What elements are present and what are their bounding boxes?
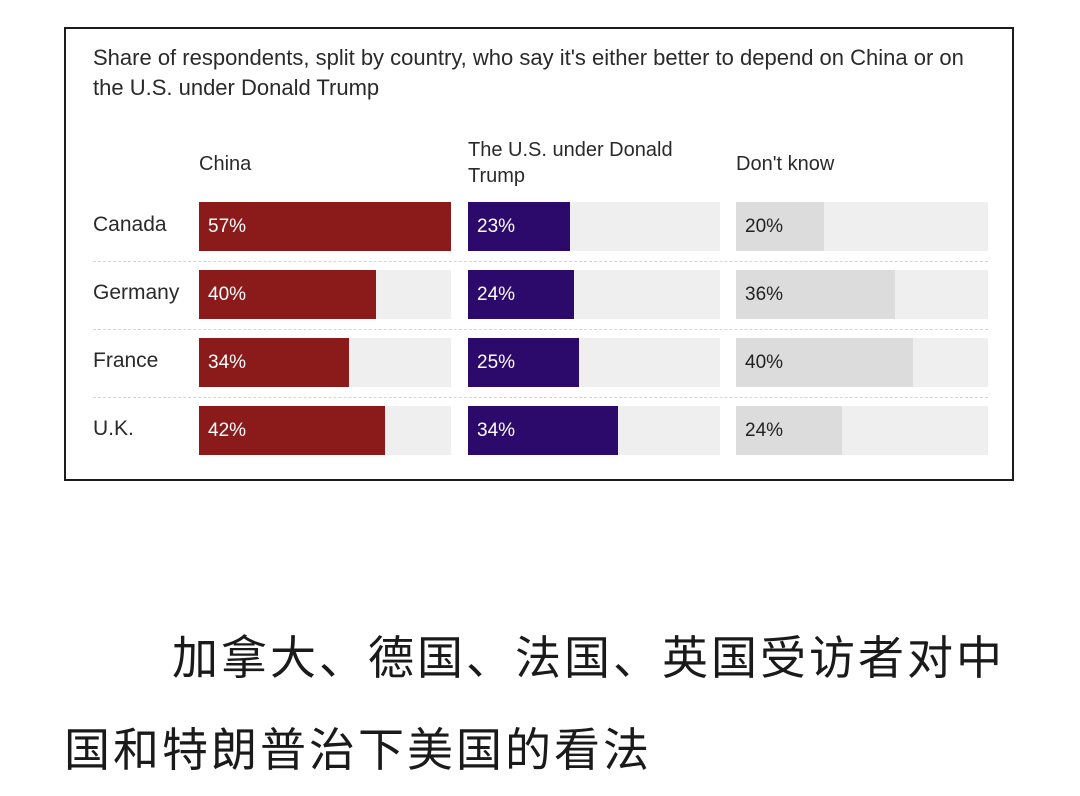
bar-track: 25% xyxy=(468,338,720,387)
bar-track: 40% xyxy=(199,270,451,319)
row-divider xyxy=(93,397,988,398)
bar-value-label: 25% xyxy=(477,352,516,373)
bar xyxy=(468,338,579,387)
bar-track: 34% xyxy=(199,338,451,387)
row-label: France xyxy=(93,349,159,372)
bar xyxy=(468,202,570,251)
bar-track: 40% xyxy=(736,338,988,387)
column-header: Don't know xyxy=(736,153,835,175)
bar xyxy=(736,406,842,455)
chart-title: Share of respondents, split by country, … xyxy=(93,45,964,100)
column-header: The U.S. under Donald Trump xyxy=(468,139,673,187)
bar-track: 57% xyxy=(199,202,451,251)
column-header: China xyxy=(199,153,252,175)
bar xyxy=(736,338,913,387)
bar xyxy=(199,270,376,319)
bar-value-label: 57% xyxy=(208,216,247,237)
bar-value-label: 23% xyxy=(477,216,516,237)
bar xyxy=(468,270,574,319)
bar-track: 24% xyxy=(468,270,720,319)
bar-value-label: 42% xyxy=(208,420,247,441)
chart-panel: Share of respondents, split by country, … xyxy=(64,27,1014,481)
bar-track: 34% xyxy=(468,406,720,455)
bar-value-label: 40% xyxy=(208,284,247,305)
bar xyxy=(199,202,451,251)
row-label: U.K. xyxy=(93,417,134,440)
bar-value-label: 24% xyxy=(477,284,516,305)
bar xyxy=(736,270,895,319)
bar-track: 23% xyxy=(468,202,720,251)
bar-value-label: 20% xyxy=(745,216,784,237)
bar-value-label: 34% xyxy=(477,420,516,441)
bar-value-label: 36% xyxy=(745,284,784,305)
bar xyxy=(199,338,349,387)
row-divider xyxy=(93,261,988,262)
bar-value-label: 24% xyxy=(745,420,784,441)
row-label: Canada xyxy=(93,213,167,236)
bar-track: 24% xyxy=(736,406,988,455)
bar-track: 20% xyxy=(736,202,988,251)
bar xyxy=(468,406,618,455)
bar-value-label: 34% xyxy=(208,352,247,373)
bar xyxy=(736,202,824,251)
bar-value-label: 40% xyxy=(745,352,784,373)
caption-text: 加拿大、德国、法国、英国受访者对中国和特朗普治下美国的看法 xyxy=(64,631,1005,777)
bar xyxy=(199,406,385,455)
row-divider xyxy=(93,329,988,330)
bar-track: 42% xyxy=(199,406,451,455)
bar-track: 36% xyxy=(736,270,988,319)
row-label: Germany xyxy=(93,281,180,304)
